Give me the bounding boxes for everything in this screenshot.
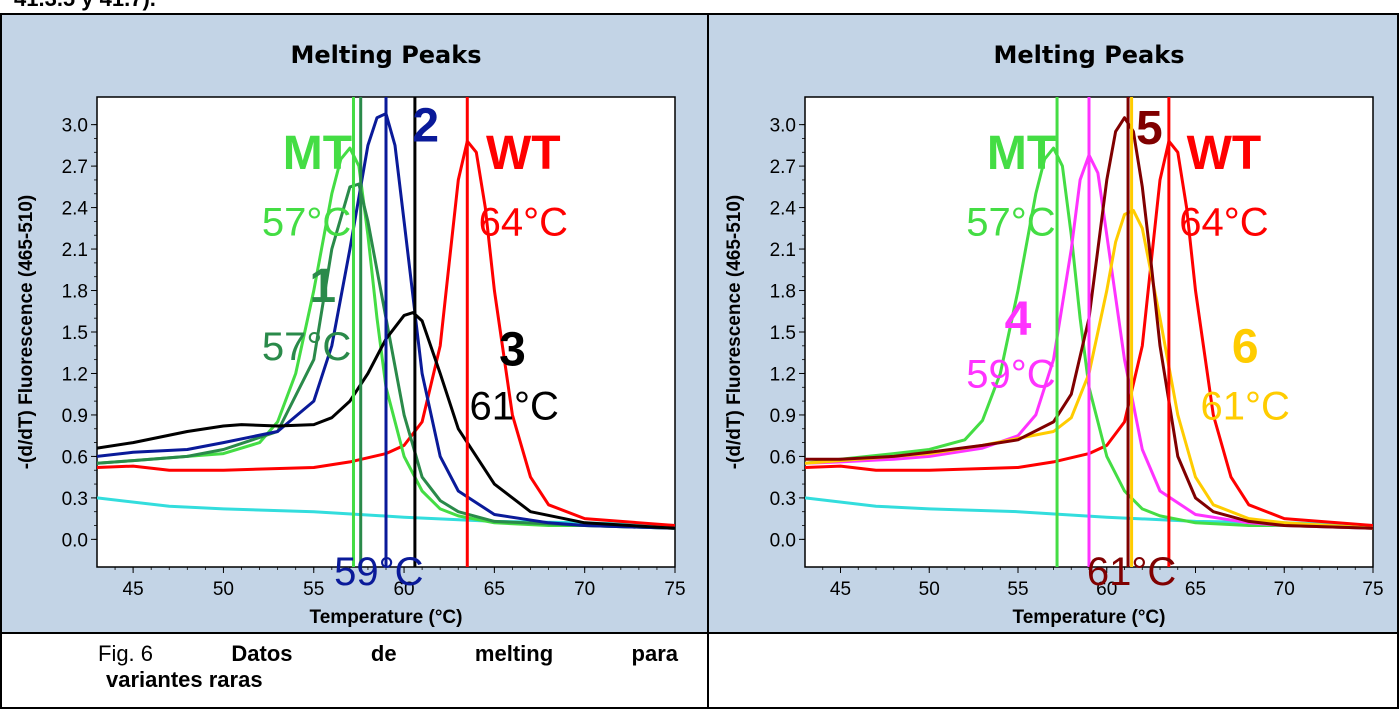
y-tick-label: 1.2 bbox=[770, 364, 796, 385]
y-tick-label: 3.0 bbox=[770, 116, 796, 137]
y-tick-label: 1.8 bbox=[770, 282, 796, 303]
y-tick-label: 0.3 bbox=[770, 489, 796, 510]
x-tick-label: 45 bbox=[123, 579, 144, 600]
x-axis-label: Temperature (°C) bbox=[310, 607, 463, 628]
y-tick-label: 1.5 bbox=[62, 323, 88, 344]
top-text-fragment: 41.3.5 y 41.7). bbox=[14, 0, 156, 12]
x-tick-label: 45 bbox=[830, 579, 851, 600]
x-tick-label: 75 bbox=[664, 579, 685, 600]
y-tick-label: 0.6 bbox=[62, 447, 88, 468]
annotation-7: 64°C bbox=[479, 200, 568, 244]
chart-cell-left: Melting Peaks 0.0 0.3 0.6 0.9 1.2 1.5 1.8 2.1 2.4… bbox=[0, 13, 708, 633]
y-tick-label: 0.3 bbox=[62, 489, 88, 510]
figure-table: Melting Peaks 0.0 0.3 0.6 0.9 1.2 1.5 1.8 2.1 2.4… bbox=[0, 13, 1399, 709]
x-tick-label: 50 bbox=[213, 579, 234, 600]
annotation-9: 61°C bbox=[470, 384, 559, 428]
annotation-1: 57°C bbox=[262, 200, 351, 244]
y-tick-label: 0.9 bbox=[770, 406, 796, 427]
x-tick-label: 70 bbox=[1274, 579, 1295, 600]
y-tick-label: 0.0 bbox=[770, 530, 796, 551]
caption-cell: Fig. 6 Datos de melting para variantes r… bbox=[0, 633, 708, 709]
x-tick-label: 50 bbox=[919, 579, 940, 600]
annotation-3: 59°C bbox=[966, 352, 1055, 396]
y-tick-label: 0.6 bbox=[770, 447, 796, 468]
y-axis-label: -(d/dT) Fluorescence (465-510) bbox=[16, 195, 37, 470]
annotation-4: 2 bbox=[412, 99, 439, 152]
caption-word: melting bbox=[474, 641, 554, 666]
annotation-6: WT bbox=[1187, 127, 1262, 180]
annotation-6: WT bbox=[486, 127, 561, 180]
chart-title: Melting Peaks bbox=[993, 41, 1184, 69]
annotation-1: 57°C bbox=[966, 200, 1055, 244]
y-tick-label: 2.1 bbox=[62, 240, 88, 261]
figure-caption: Fig. 6 Datos de melting para variantes r… bbox=[98, 641, 678, 693]
annotation-2: 1 bbox=[309, 260, 336, 313]
x-tick-label: 75 bbox=[1362, 579, 1383, 600]
annotation-5: 59°C bbox=[334, 550, 423, 594]
x-tick-label: 55 bbox=[1007, 579, 1028, 600]
annotation-3: 57°C bbox=[262, 325, 351, 369]
annotation-9: 61°C bbox=[1201, 384, 1290, 428]
y-tick-label: 0.0 bbox=[62, 530, 88, 551]
y-tick-label: 1.8 bbox=[62, 282, 88, 303]
chart-title: Melting Peaks bbox=[290, 41, 481, 69]
melting-peaks-chart-2: Melting Peaks 0.0 0.3 0.6 0.9 1.2 1.5 1.8 2.1 2.4… bbox=[724, 41, 1384, 628]
caption-word: de bbox=[370, 641, 397, 666]
y-tick-label: 2.1 bbox=[770, 240, 796, 261]
caption-word: para bbox=[631, 641, 678, 666]
y-tick-label: 2.4 bbox=[770, 199, 797, 220]
y-tick-label: 3.0 bbox=[62, 116, 88, 137]
annotation-7: 64°C bbox=[1179, 200, 1268, 244]
x-tick-label: 65 bbox=[1185, 579, 1206, 600]
empty-cell bbox=[708, 633, 1399, 709]
y-axis-label: -(d/dT) Fluorescence (465-510) bbox=[724, 195, 745, 470]
annotation-0: MT bbox=[283, 127, 352, 180]
annotation-2: 4 bbox=[1005, 293, 1032, 346]
x-tick-label: 55 bbox=[303, 579, 324, 600]
caption-word: Datos bbox=[231, 641, 293, 666]
y-tick-label: 2.4 bbox=[62, 199, 89, 220]
x-axis-label: Temperature (°C) bbox=[1013, 607, 1166, 628]
annotation-8: 3 bbox=[499, 323, 526, 376]
y-tick-label: 2.7 bbox=[62, 157, 88, 178]
annotation-4: 5 bbox=[1136, 102, 1163, 155]
caption-line-2: variantes raras bbox=[106, 667, 263, 692]
annotation-0: MT bbox=[987, 127, 1056, 180]
x-tick-label: 65 bbox=[484, 579, 505, 600]
annotation-8: 6 bbox=[1232, 321, 1259, 374]
melting-peaks-chart-1: Melting Peaks 0.0 0.3 0.6 0.9 1.2 1.5 1.8 2.1 2.4… bbox=[16, 41, 686, 628]
caption-fig-label: Fig. 6 bbox=[98, 641, 154, 666]
chart-cell-right: Melting Peaks 0.0 0.3 0.6 0.9 1.2 1.5 1.8 2.1 2.4… bbox=[708, 13, 1399, 633]
y-tick-label: 2.7 bbox=[770, 157, 796, 178]
x-tick-label: 70 bbox=[574, 579, 595, 600]
caption-line-1: Fig. 6 Datos de melting para bbox=[98, 641, 678, 667]
annotation-5: 61°C bbox=[1087, 550, 1176, 594]
y-tick-label: 0.9 bbox=[62, 406, 88, 427]
y-tick-label: 1.5 bbox=[770, 323, 796, 344]
y-tick-label: 1.2 bbox=[62, 364, 88, 385]
